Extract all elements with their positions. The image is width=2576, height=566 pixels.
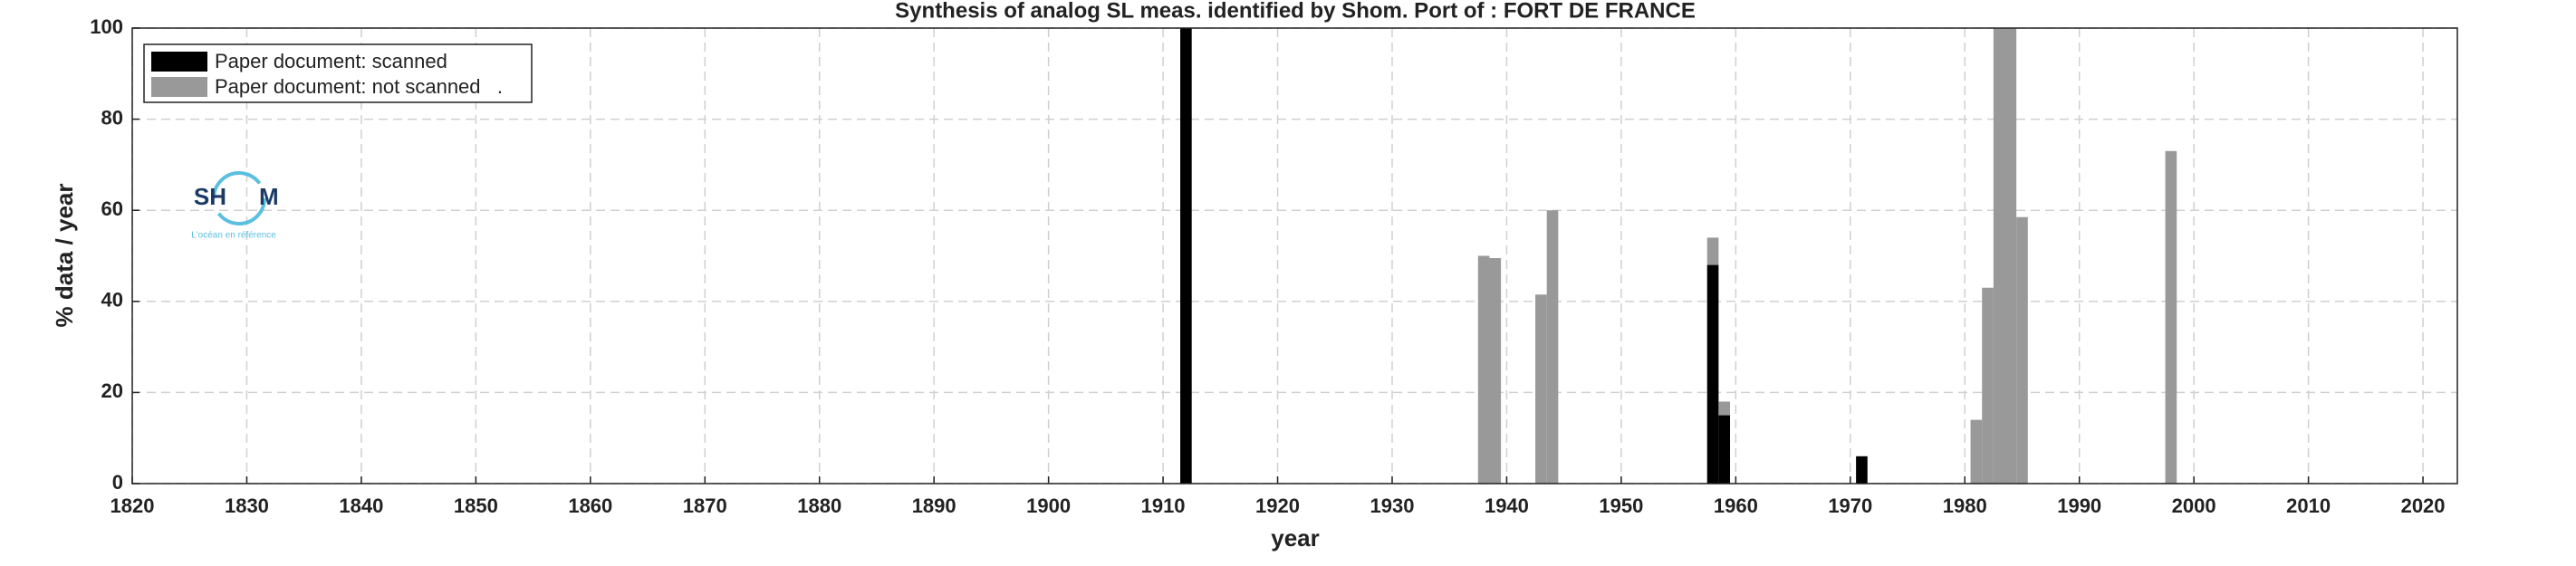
bar-segment (1718, 401, 1731, 416)
x-tick-label: 1970 (1828, 494, 1872, 517)
x-tick-label: 1870 (683, 494, 727, 517)
x-tick-label: 1900 (1026, 494, 1071, 517)
bar-segment (1718, 415, 1731, 484)
x-tick-label: 2020 (2401, 494, 2446, 517)
x-tick-label: 1960 (1714, 494, 1758, 517)
x-axis-label: year (1271, 524, 1320, 552)
y-tick-label: 0 (112, 471, 123, 494)
x-tick-label: 1950 (1599, 494, 1643, 517)
x-tick-label: 1910 (1141, 494, 1186, 517)
chart-title: Synthesis of analog SL meas. identified … (895, 0, 1696, 23)
bar-segment (1856, 456, 1868, 484)
bar-segment (2165, 150, 2177, 484)
x-tick-label: 1940 (1485, 494, 1529, 517)
y-axis-label: % data / year (51, 184, 78, 328)
x-tick-label: 1990 (2057, 494, 2101, 517)
x-tick-label: 1920 (1255, 494, 1300, 517)
bar-segment (1706, 237, 1719, 265)
x-tick-label: 1890 (912, 494, 956, 517)
bar-segment (1982, 287, 1994, 484)
x-tick-label: 1830 (225, 494, 269, 517)
x-tick-label: 1850 (454, 494, 498, 517)
legend-label: Paper document: scanned (215, 50, 447, 72)
bar-segment (1546, 210, 1559, 484)
logo-tagline: L'océan en référence (191, 231, 276, 241)
bar-segment (1706, 264, 1719, 484)
y-tick-label: 80 (101, 106, 123, 129)
x-tick-label: 1980 (1943, 494, 1987, 517)
bar-segment (1489, 258, 1502, 484)
x-tick-label: 1840 (339, 494, 383, 517)
legend-box (143, 43, 533, 103)
logo-text: M (259, 183, 279, 210)
bar-segment (2004, 28, 2017, 484)
bar-segment (2016, 216, 2028, 484)
legend-label: Paper document: not scanned . (215, 75, 503, 98)
x-tick-label: 1930 (1370, 494, 1415, 517)
plot-area (132, 28, 2457, 484)
logo-text: SH (194, 183, 226, 210)
legend-swatch (151, 77, 207, 97)
legend-swatch (151, 52, 207, 72)
x-tick-label: 1820 (111, 494, 155, 517)
bar-segment (1477, 255, 1490, 484)
y-tick-label: 20 (101, 379, 123, 402)
y-tick-label: 100 (90, 15, 123, 38)
x-tick-label: 2010 (2286, 494, 2331, 517)
bar-segment (1993, 28, 2005, 484)
bar-segment (1180, 28, 1192, 484)
y-tick-label: 60 (101, 197, 123, 220)
bar-segment (1970, 419, 1983, 484)
x-tick-label: 1860 (568, 494, 612, 517)
bar-segment (1535, 294, 1547, 484)
plot-frame (131, 27, 2458, 484)
x-tick-label: 2000 (2172, 494, 2216, 517)
x-tick-label: 1880 (797, 494, 841, 517)
y-tick-label: 40 (101, 289, 123, 312)
logo-ring (212, 171, 266, 225)
